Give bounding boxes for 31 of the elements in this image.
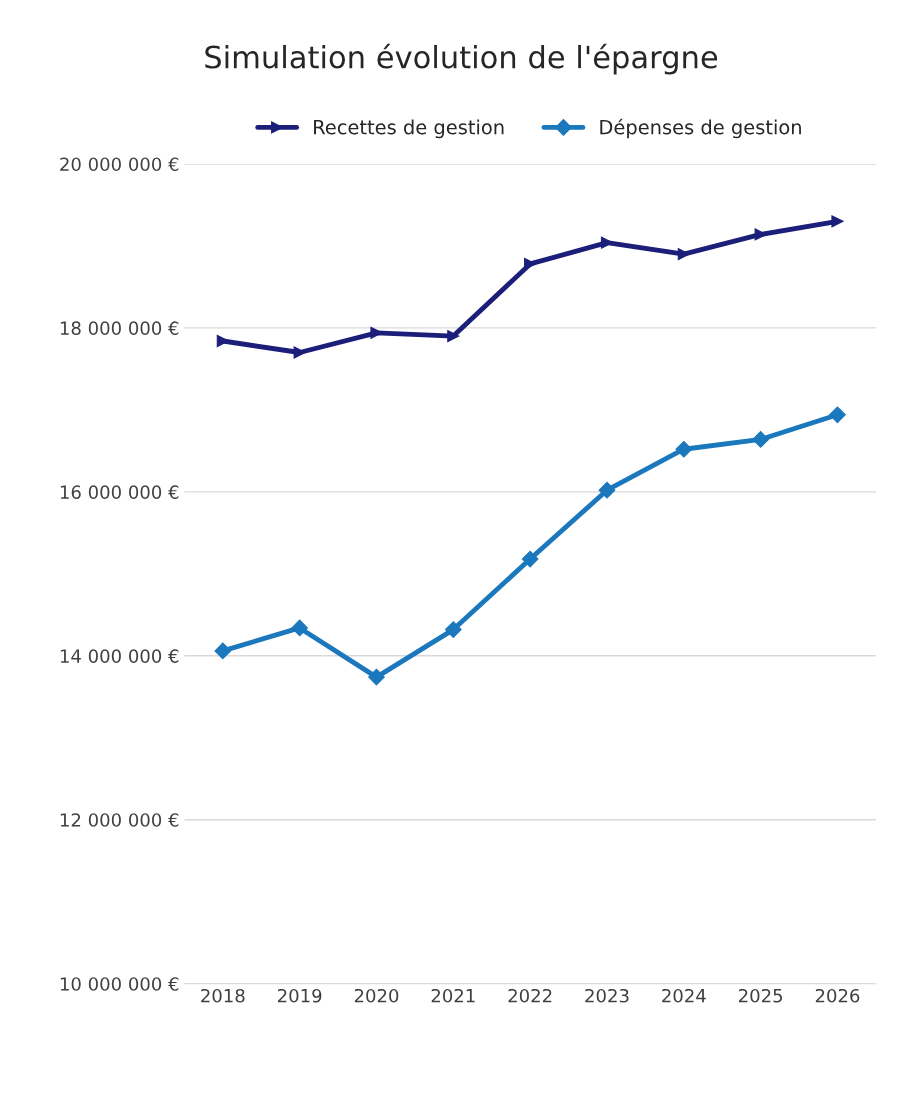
point [831, 215, 844, 228]
point [368, 668, 385, 686]
y-tick-label: 18 000 000 € [60, 321, 179, 336]
x-tick-label: 2021 [431, 988, 475, 1003]
y-tick-label: 16 000 000 € [60, 485, 179, 499]
x-tick-label: 2018 [201, 988, 245, 1003]
point [752, 431, 770, 448]
x-tick-label: 2023 [585, 988, 629, 1003]
y-tick-label: 20 000 000 € [60, 157, 179, 172]
point [675, 440, 693, 458]
x-tick-label: 2022 [508, 988, 552, 1003]
x-tick-label: 2025 [739, 988, 783, 1003]
point [214, 642, 232, 660]
point [677, 248, 690, 261]
chart-title: Simulation évolution de l'épargne [205, 43, 718, 75]
point [598, 481, 616, 499]
point [291, 619, 309, 637]
legend-label: Dépenses de gestion [600, 118, 801, 139]
x-tick-label: 2024 [662, 988, 706, 1003]
x-tick-label: 2020 [354, 988, 399, 1003]
y-tick-label: 14 000 000 € [60, 649, 179, 663]
point [447, 330, 460, 343]
x-tick-label: 2026 [815, 988, 860, 1003]
legend-label: Recettes de gestion [314, 119, 504, 139]
y-tick-label: 12 000 000 € [60, 813, 179, 827]
point [521, 550, 539, 568]
point [444, 621, 462, 638]
y-tick-label: 10 000 000 € [60, 977, 179, 991]
point [293, 346, 306, 359]
point [829, 406, 846, 424]
x-tick-label: 2019 [278, 988, 322, 1003]
